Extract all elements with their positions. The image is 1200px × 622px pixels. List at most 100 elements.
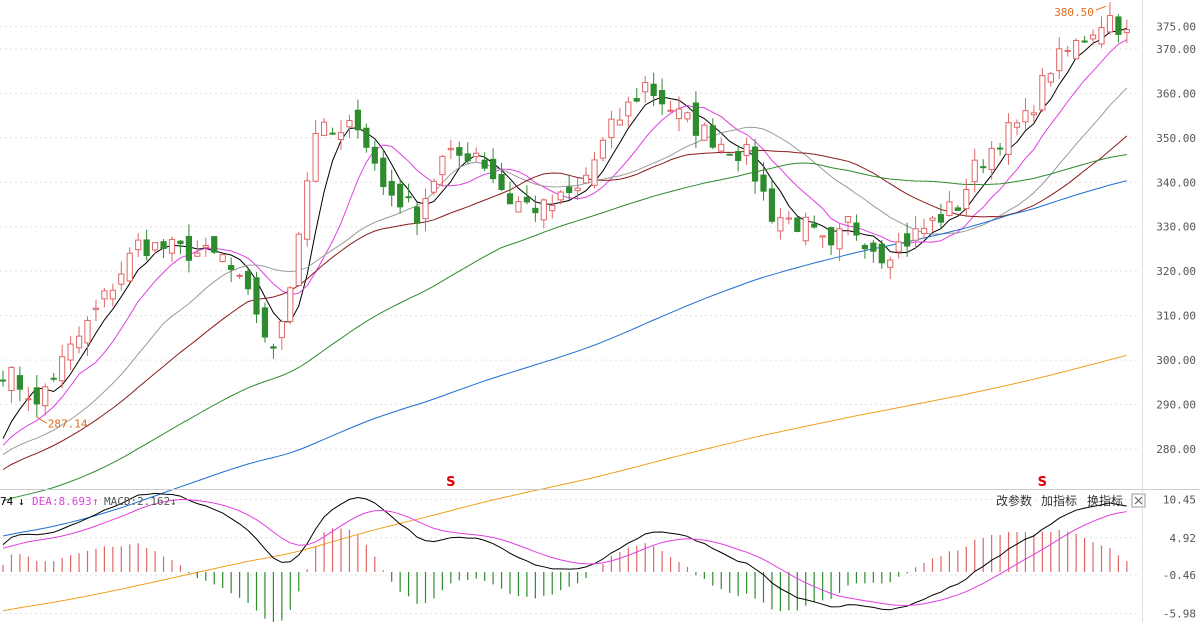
candle[interactable] — [1047, 72, 1054, 87]
candle[interactable] — [946, 190, 953, 217]
candle[interactable] — [692, 91, 699, 149]
candle[interactable] — [659, 78, 666, 116]
candle[interactable] — [109, 283, 116, 307]
candle[interactable] — [743, 137, 750, 165]
candle[interactable] — [574, 177, 581, 201]
candle[interactable] — [904, 222, 911, 257]
candle[interactable] — [101, 288, 108, 308]
candle[interactable] — [819, 235, 826, 249]
candle[interactable] — [185, 224, 193, 273]
candle[interactable] — [388, 169, 395, 207]
candle[interactable] — [253, 272, 260, 324]
candle[interactable] — [515, 196, 522, 213]
candle[interactable] — [912, 215, 919, 250]
candle[interactable] — [8, 365, 15, 403]
candle[interactable] — [929, 215, 936, 232]
candle[interactable] — [1081, 35, 1088, 44]
add-indicator-button[interactable]: 加指标 — [1041, 493, 1077, 508]
candle[interactable] — [540, 198, 547, 229]
candle[interactable] — [532, 195, 539, 222]
candle[interactable] — [642, 75, 649, 103]
candle[interactable] — [523, 185, 530, 205]
candle[interactable] — [760, 162, 767, 201]
candle[interactable] — [853, 214, 860, 241]
candle[interactable] — [549, 194, 556, 219]
candle[interactable] — [667, 100, 674, 113]
candle[interactable] — [405, 183, 412, 203]
candle[interactable] — [329, 127, 336, 135]
candle[interactable] — [506, 181, 514, 205]
candle[interactable] — [718, 137, 725, 155]
candle[interactable] — [963, 178, 970, 218]
candle[interactable] — [270, 343, 277, 359]
candle[interactable] — [777, 207, 784, 240]
candle[interactable] — [50, 372, 57, 382]
candle[interactable] — [861, 243, 868, 259]
candle[interactable] — [582, 167, 590, 185]
close-icon[interactable] — [1131, 493, 1146, 508]
candle[interactable] — [244, 268, 252, 295]
candle[interactable] — [304, 172, 311, 247]
candle[interactable] — [726, 153, 733, 156]
candle[interactable] — [895, 232, 902, 259]
candle[interactable] — [794, 216, 801, 233]
candle[interactable] — [1073, 38, 1080, 60]
candle[interactable] — [785, 210, 792, 225]
candle[interactable] — [980, 159, 987, 174]
candle[interactable] — [321, 117, 328, 136]
candle[interactable] — [1089, 29, 1097, 45]
candle[interactable] — [870, 239, 877, 263]
candle[interactable] — [836, 223, 843, 261]
candle[interactable] — [380, 149, 387, 195]
candle[interactable] — [844, 215, 852, 236]
candle[interactable] — [887, 256, 894, 280]
candlesticks[interactable] — [0, 2, 1130, 418]
candle[interactable] — [1056, 37, 1063, 80]
candle[interactable] — [126, 247, 133, 284]
candle[interactable] — [1123, 19, 1130, 44]
candle[interactable] — [363, 123, 370, 153]
candle[interactable] — [937, 203, 945, 229]
candle[interactable] — [828, 227, 835, 256]
candle[interactable] — [261, 302, 269, 343]
candle[interactable] — [1005, 113, 1012, 165]
candle[interactable] — [447, 139, 454, 160]
candle[interactable] — [751, 138, 759, 194]
candle[interactable] — [337, 120, 345, 150]
change-params-button[interactable]: 改参数 — [996, 493, 1032, 508]
candle[interactable] — [1022, 98, 1029, 130]
candle[interactable] — [464, 142, 471, 165]
candle[interactable] — [143, 229, 150, 261]
candle[interactable] — [397, 178, 404, 214]
candle[interactable] — [709, 118, 716, 150]
candle[interactable] — [211, 236, 218, 254]
candle[interactable] — [498, 162, 505, 192]
candle[interactable] — [988, 141, 995, 180]
candle[interactable] — [75, 326, 83, 354]
candle[interactable] — [566, 174, 573, 200]
candle[interactable] — [160, 239, 167, 259]
candle[interactable] — [768, 178, 776, 224]
candle[interactable] — [481, 152, 488, 172]
candle[interactable] — [1013, 119, 1021, 136]
candle[interactable] — [371, 140, 378, 171]
candle[interactable] — [811, 215, 818, 229]
candle[interactable] — [701, 122, 708, 141]
candle[interactable] — [312, 120, 319, 183]
candle[interactable] — [202, 237, 209, 257]
candle[interactable] — [135, 233, 142, 258]
candle[interactable] — [1030, 104, 1038, 123]
candle[interactable] — [354, 99, 361, 139]
candle[interactable] — [1039, 67, 1046, 113]
candle[interactable] — [878, 239, 885, 269]
candle[interactable] — [650, 72, 657, 107]
candle[interactable] — [92, 299, 100, 322]
candle[interactable] — [735, 145, 742, 172]
candle[interactable] — [278, 319, 285, 350]
candle[interactable] — [228, 257, 235, 283]
candle[interactable] — [422, 188, 429, 232]
candle[interactable] — [490, 148, 497, 184]
candle[interactable] — [1106, 2, 1114, 35]
candle[interactable] — [997, 142, 1004, 156]
